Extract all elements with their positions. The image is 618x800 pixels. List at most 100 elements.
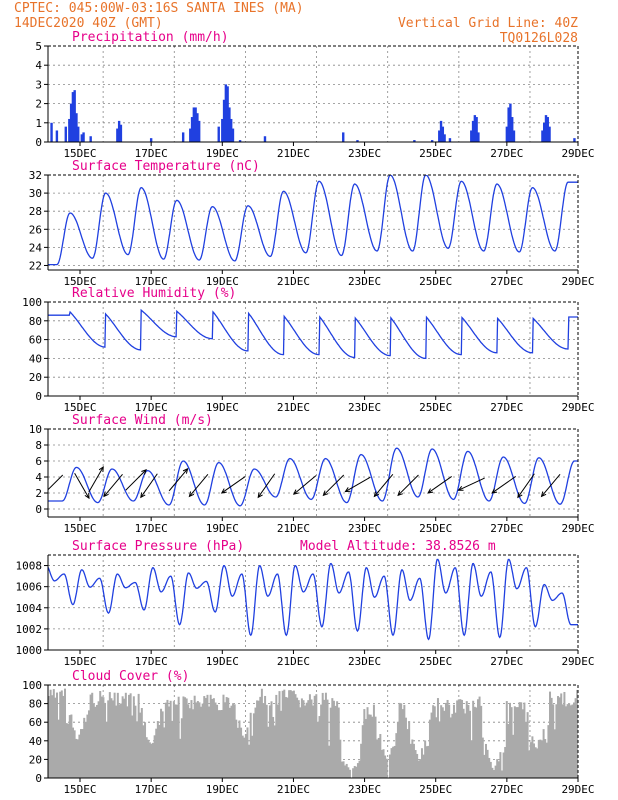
precip-bar: [263, 136, 267, 142]
cloud-bar: [132, 696, 135, 778]
cloud-bar: [371, 716, 374, 778]
precip-bar: [473, 115, 477, 142]
precip-bar: [149, 138, 153, 142]
cloud-bar: [344, 765, 347, 778]
cloud-bar: [208, 706, 211, 778]
cloud-bar: [502, 752, 505, 778]
cloud-bar: [254, 707, 257, 778]
x-tick-label: 19DEC: [206, 655, 239, 668]
cloud-bar: [249, 712, 252, 778]
cloud-bar: [484, 743, 487, 778]
cloud-bar: [492, 770, 495, 778]
x-tick-label: 29DEC: [561, 655, 594, 668]
cloud-bar: [395, 733, 398, 778]
cloud-bar: [140, 708, 143, 778]
precip-bar: [69, 103, 73, 142]
cloud-bar: [320, 704, 323, 778]
wind-arrow: [168, 468, 189, 492]
cloud-bar: [401, 709, 404, 778]
cloud-bar: [232, 703, 235, 778]
cloud-bar: [296, 697, 299, 778]
cloud-bar: [292, 690, 295, 778]
cloud-bar: [459, 699, 462, 778]
panel-4: 1000 1002 1004 1006 1008 15DEC 17DEC 19DEC 21DEC…: [16, 539, 595, 668]
cloud-bar: [86, 714, 89, 778]
wind-arrow: [458, 477, 485, 491]
panel-title: Relative Humidity (%): [72, 286, 236, 301]
cloud-bar: [489, 761, 492, 778]
cloud-bar: [257, 700, 260, 778]
panel-5: 0 20 40 60 80 100 15DEC 17DEC 19DEC 21DEC 23DEC 25D…: [22, 669, 594, 796]
x-tick-label: 27DEC: [490, 147, 523, 160]
cloud-bar: [513, 706, 516, 778]
y-tick-label: 3: [35, 78, 42, 91]
cloud-bar: [280, 710, 283, 778]
cloud-bar: [510, 707, 513, 778]
cloud-bar: [259, 696, 262, 778]
cloud-bar: [566, 704, 569, 778]
cloud-bar: [283, 689, 286, 778]
cloud-bar: [224, 702, 227, 778]
cloud-bar: [315, 694, 318, 778]
cloud-bar: [565, 706, 568, 778]
cloud-bar: [121, 696, 124, 778]
cloud-bar: [51, 695, 54, 778]
x-tick-label: 15DEC: [63, 147, 96, 160]
cloud-bar: [241, 735, 244, 778]
x-tick-label: 27DEC: [490, 401, 523, 414]
cloud-bar: [187, 704, 190, 778]
cloud-bar: [276, 704, 279, 778]
cloud-bar: [352, 768, 355, 778]
cloud-bar: [475, 707, 478, 778]
cloud-bar: [404, 717, 407, 778]
cloud-bar: [537, 739, 540, 778]
cloud-bar: [573, 702, 576, 778]
cloud-bar: [419, 759, 422, 778]
cloud-bar: [435, 717, 438, 778]
cloud-bar: [542, 729, 545, 778]
precip-bar: [229, 118, 233, 142]
panel-3: 0 2 4 6 8 10 15DEC 17DEC 19DEC 21DEC 23DEC 25DEC 27D…: [29, 413, 595, 535]
x-tick-label: 25DEC: [419, 655, 452, 668]
cloud-bar: [260, 688, 263, 778]
cloud-bar: [521, 709, 524, 778]
cloud-bar: [549, 691, 552, 778]
cloud-bar: [449, 717, 452, 778]
cloud-bar: [212, 698, 215, 778]
precip-bar: [507, 107, 510, 142]
cloud-bar: [323, 699, 326, 778]
precip-bar: [75, 113, 78, 142]
precip-bar: [82, 132, 85, 142]
cloud-bar: [286, 697, 289, 778]
x-tick-label: 25DEC: [419, 275, 452, 288]
precip-bar: [543, 122, 546, 142]
cloud-bar: [155, 728, 158, 778]
panel-title: Surface Temperature (nC): [72, 159, 260, 174]
cloud-bar: [228, 707, 231, 778]
cloud-bar: [291, 691, 294, 778]
precip-bar: [448, 138, 452, 142]
x-tick-label: 25DEC: [419, 147, 452, 160]
cloud-bar: [328, 745, 331, 778]
y-tick-label: 32: [29, 169, 42, 182]
cloud-bar: [174, 704, 177, 778]
cloud-bar: [446, 699, 449, 778]
panel-title: Precipitation (mm/h): [72, 30, 229, 45]
cloud-bar: [299, 707, 302, 778]
cloud-bar: [342, 761, 345, 778]
x-tick-label: 25DEC: [419, 401, 452, 414]
cloud-bar: [182, 696, 185, 778]
cloud-bar: [185, 698, 188, 778]
cloud-bar: [64, 688, 67, 778]
cloud-bar: [308, 694, 311, 778]
precip-bar: [438, 130, 441, 142]
wind-arrow-head: [98, 466, 104, 473]
y-tick-label: 8: [35, 439, 42, 452]
cloud-bar: [131, 715, 134, 778]
precip-bar: [192, 107, 196, 142]
cloud-bar: [240, 727, 243, 778]
cloud-bar: [528, 750, 531, 778]
cloud-bar: [307, 700, 310, 778]
precip-bar: [68, 118, 71, 142]
